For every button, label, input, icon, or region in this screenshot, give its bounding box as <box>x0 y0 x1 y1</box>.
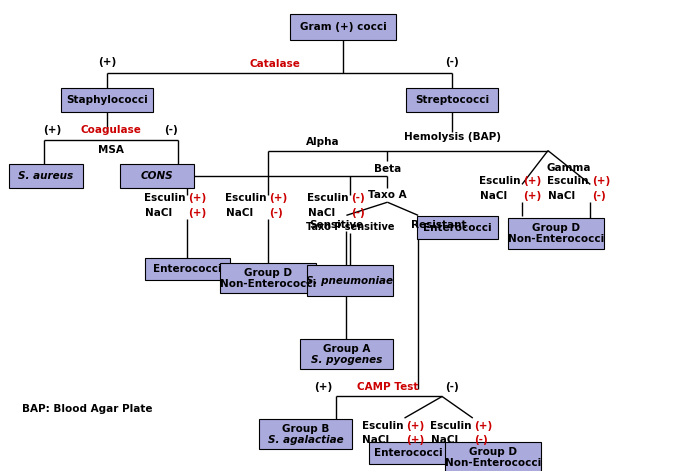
FancyBboxPatch shape <box>300 339 392 370</box>
Text: Coagulase: Coagulase <box>80 126 141 135</box>
Text: Esculin: Esculin <box>144 193 186 202</box>
Text: MSA: MSA <box>98 145 123 155</box>
FancyBboxPatch shape <box>290 14 396 40</box>
Text: Esculin: Esculin <box>547 176 589 185</box>
Text: NaCl: NaCl <box>308 208 335 218</box>
Text: Group D: Group D <box>244 268 292 278</box>
Text: Non-Enterococci: Non-Enterococci <box>508 234 604 244</box>
Text: (-): (-) <box>269 208 283 218</box>
FancyBboxPatch shape <box>406 88 499 112</box>
Text: (+): (+) <box>523 176 542 185</box>
Text: Group B: Group B <box>282 423 329 433</box>
FancyBboxPatch shape <box>9 164 83 188</box>
Text: Esculin: Esculin <box>362 421 403 431</box>
Text: Esculin: Esculin <box>225 193 266 202</box>
Text: BAP: Blood Agar Plate: BAP: Blood Agar Plate <box>22 404 152 413</box>
Text: (+): (+) <box>43 126 62 135</box>
Text: NaCl: NaCl <box>548 191 576 201</box>
Text: NaCl: NaCl <box>480 191 507 201</box>
Text: (-): (-) <box>351 193 365 202</box>
Text: Enterococci: Enterococci <box>153 264 222 274</box>
Text: (+): (+) <box>98 58 117 67</box>
Text: Catalase: Catalase <box>249 59 300 69</box>
Text: Group D: Group D <box>469 447 517 457</box>
Text: Non-Enterococci: Non-Enterococci <box>220 279 316 289</box>
Text: Enterococci: Enterococci <box>423 223 492 233</box>
FancyBboxPatch shape <box>445 442 541 472</box>
Text: S. aureus: S. aureus <box>19 171 73 181</box>
Text: S. pneumoniae: S. pneumoniae <box>307 276 393 286</box>
Text: (+): (+) <box>592 176 610 185</box>
FancyBboxPatch shape <box>307 265 392 296</box>
Text: Gram (+) cocci: Gram (+) cocci <box>300 22 386 32</box>
FancyBboxPatch shape <box>259 419 351 449</box>
Text: (+): (+) <box>474 421 493 431</box>
Text: CAMP Test: CAMP Test <box>357 382 418 392</box>
Text: Streptococci: Streptococci <box>415 95 489 105</box>
Text: NaCl: NaCl <box>145 208 172 218</box>
FancyBboxPatch shape <box>145 258 230 280</box>
Text: NaCl: NaCl <box>226 208 253 218</box>
Text: Alpha: Alpha <box>306 137 340 147</box>
Text: (-): (-) <box>592 191 606 201</box>
Text: Esculin: Esculin <box>479 176 521 185</box>
Text: (+): (+) <box>523 191 542 201</box>
Text: NaCl: NaCl <box>431 435 458 445</box>
Text: Gamma: Gamma <box>546 163 591 173</box>
FancyBboxPatch shape <box>220 263 316 294</box>
Text: (+): (+) <box>189 208 207 218</box>
Text: (-): (-) <box>445 58 459 67</box>
Text: Group D: Group D <box>532 223 580 233</box>
Text: S. agalactiae: S. agalactiae <box>268 435 343 445</box>
Text: (-): (-) <box>474 435 488 445</box>
FancyBboxPatch shape <box>368 441 447 464</box>
Text: (-): (-) <box>164 126 178 135</box>
Text: Group A: Group A <box>322 344 370 354</box>
Text: Esculin: Esculin <box>430 421 471 431</box>
Text: (-): (-) <box>351 208 365 218</box>
Text: Resistant: Resistant <box>411 220 466 230</box>
FancyBboxPatch shape <box>61 88 154 112</box>
Text: Taxo A: Taxo A <box>368 190 407 200</box>
Text: (-): (-) <box>445 382 459 392</box>
Text: NaCl: NaCl <box>362 435 390 445</box>
FancyBboxPatch shape <box>120 164 194 188</box>
FancyBboxPatch shape <box>418 216 498 239</box>
Text: (+): (+) <box>406 421 424 431</box>
Text: (+): (+) <box>189 193 207 202</box>
Text: Hemolysis (BAP): Hemolysis (BAP) <box>404 132 501 142</box>
Text: S. pyogenes: S. pyogenes <box>311 355 382 365</box>
Text: (+): (+) <box>406 435 424 445</box>
Text: Staphylococci: Staphylococci <box>67 95 148 105</box>
Text: Taxo P sensitive: Taxo P sensitive <box>305 222 394 232</box>
Text: Sensitive: Sensitive <box>309 220 364 230</box>
Text: (+): (+) <box>314 382 333 392</box>
Text: Enterococci: Enterococci <box>374 448 442 458</box>
FancyBboxPatch shape <box>508 219 604 249</box>
Text: (+): (+) <box>269 193 287 202</box>
Text: CONS: CONS <box>141 171 174 181</box>
Text: Beta: Beta <box>374 164 401 174</box>
Text: Non-Enterococci: Non-Enterococci <box>445 458 541 468</box>
Text: Esculin: Esculin <box>307 193 348 202</box>
